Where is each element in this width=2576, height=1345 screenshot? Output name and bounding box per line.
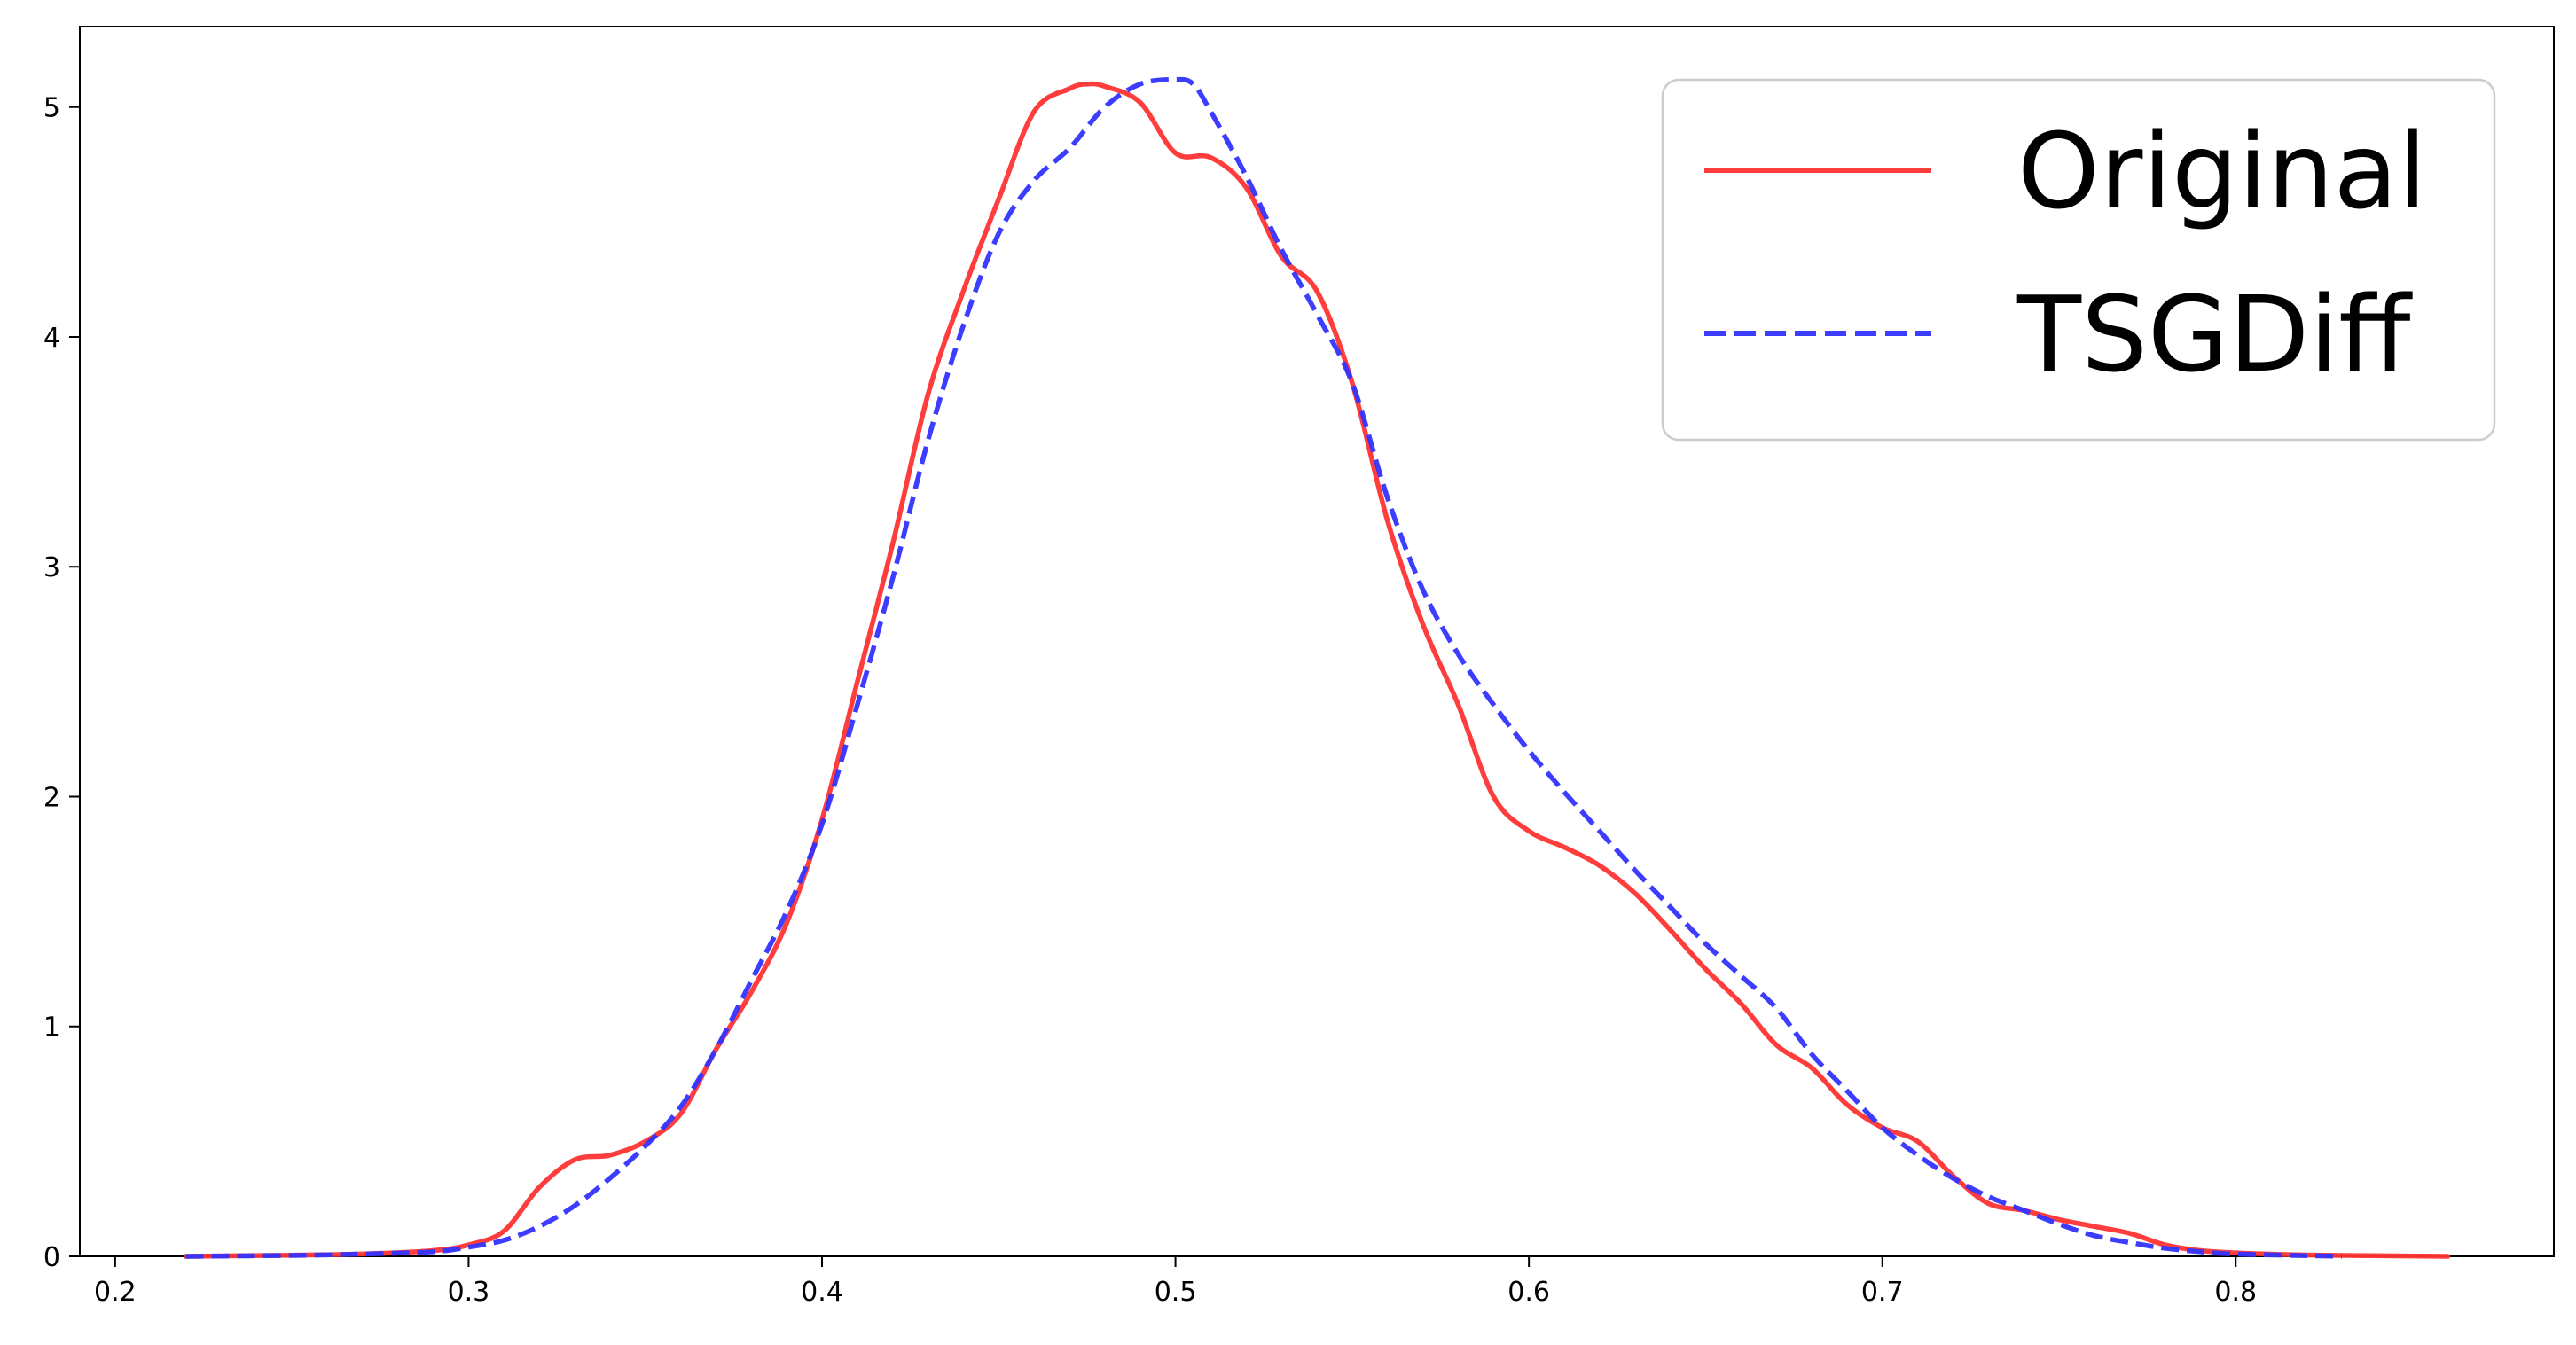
x-tick-label: 0.6 bbox=[1507, 1277, 1550, 1308]
legend-label-tsgdiff: TSGDiff bbox=[2016, 273, 2413, 395]
x-tick-label: 0.3 bbox=[448, 1277, 490, 1308]
y-tick-label: 2 bbox=[43, 782, 60, 813]
x-tick-label: 0.4 bbox=[801, 1277, 843, 1308]
x-tick-label: 0.2 bbox=[94, 1277, 137, 1308]
series-line-tsgdiff bbox=[185, 76, 2342, 1259]
y-tick-label: 5 bbox=[43, 93, 60, 124]
y-tick-label: 3 bbox=[43, 552, 60, 583]
legend: Original TSGDiff bbox=[1661, 78, 2496, 442]
x-tick-label: 0.7 bbox=[1861, 1277, 1904, 1308]
legend-label-original: Original bbox=[2017, 110, 2427, 232]
y-tick-label: 4 bbox=[43, 323, 60, 354]
series-layer bbox=[183, 76, 2451, 1259]
x-tick-label: 0.8 bbox=[2214, 1277, 2257, 1308]
x-tick-label: 0.5 bbox=[1155, 1277, 1197, 1308]
y-tick-label: 0 bbox=[43, 1242, 60, 1273]
axis-ticks: 0.2 0.3 0.4 0.5 0.6 0.7 0.8 0 1 2 3 4 5 bbox=[43, 93, 2257, 1308]
y-tick-label: 1 bbox=[43, 1013, 60, 1044]
